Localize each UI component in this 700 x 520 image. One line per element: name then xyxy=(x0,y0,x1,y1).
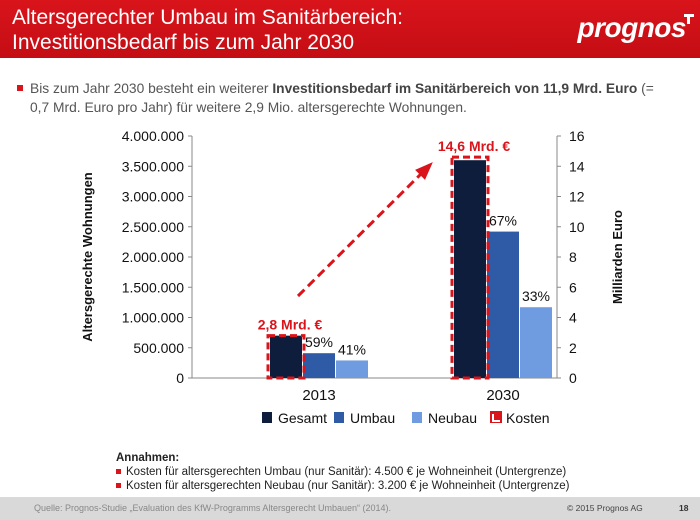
y-tick-label-right: 14 xyxy=(569,158,585,174)
y-axis-title-right: Milliarden Euro xyxy=(610,210,625,304)
y-tick-label-right: 2 xyxy=(569,340,577,356)
footer-copyright: © 2015 Prognos AG xyxy=(567,503,643,513)
bar-gesamt xyxy=(270,335,302,378)
intro-text-1: Bis zum Jahr 2030 besteht ein weiterer xyxy=(30,81,273,96)
bullet-icon xyxy=(17,85,23,91)
percent-label: 59% xyxy=(305,334,333,350)
x-tick-label: 2013 xyxy=(302,387,335,404)
y-tick-label-left: 2.500.000 xyxy=(122,219,184,235)
legend-swatch-umbau xyxy=(334,412,344,423)
y-tick-label-right: 12 xyxy=(569,189,585,205)
legend-swatch-gesamt xyxy=(262,412,272,423)
assumption-text: Kosten für altersgerechten Neubau (nur S… xyxy=(126,480,570,492)
percent-label: 41% xyxy=(338,341,366,357)
y-tick-label-left: 0 xyxy=(176,370,184,386)
bullet-icon xyxy=(116,469,121,474)
y-axis-title-left: Altersgerechte Wohnungen xyxy=(80,172,95,342)
intro-paragraph: Bis zum Jahr 2030 besteht ein weiterer I… xyxy=(17,79,670,117)
legend-label: Neubau xyxy=(428,410,477,426)
page-number: 18 xyxy=(679,503,689,513)
y-tick-label-left: 3.500.000 xyxy=(122,158,184,174)
y-tick-label-left: 500.000 xyxy=(133,340,184,356)
assumption-item: Kosten für altersgerechten Neubau (nur S… xyxy=(116,479,569,493)
legend-label: Umbau xyxy=(350,410,395,426)
title-line-1: Altersgerechter Umbau im Sanitärbereich: xyxy=(12,6,404,29)
prognos-logo: prognos xyxy=(577,12,687,43)
y-tick-label-right: 4 xyxy=(569,310,577,326)
assumption-text: Kosten für altersgerechten Umbau (nur Sa… xyxy=(126,466,567,478)
header-bar: Altersgerechter Umbau im Sanitärbereich:… xyxy=(0,0,700,58)
assumptions-box: Annahmen: Kosten für altersgerechten Umb… xyxy=(116,451,569,493)
y-tick-label-left: 1.500.000 xyxy=(122,279,184,295)
bar-umbau xyxy=(303,353,335,378)
footer-bar xyxy=(0,497,700,520)
percent-label: 33% xyxy=(522,288,550,304)
intro-text-bold: Investitionsbedarf im Sanitärbereich von… xyxy=(272,81,638,96)
trend-arrow-line xyxy=(296,163,432,298)
y-tick-label-right: 0 xyxy=(569,370,577,386)
y-tick-label-left: 3.000.000 xyxy=(122,189,184,205)
trend-arrow-head-icon xyxy=(415,162,433,180)
assumption-item: Kosten für altersgerechten Umbau (nur Sa… xyxy=(116,465,569,479)
footer-source: Quelle: Prognos-Studie „Evaluation des K… xyxy=(34,503,391,513)
assumptions-title: Annahmen: xyxy=(116,452,180,464)
bullet-icon xyxy=(116,483,121,488)
page-title: Altersgerechter Umbau im Sanitärbereich:… xyxy=(12,5,403,55)
bar-neubau xyxy=(336,360,368,378)
title-line-2: Investitionsbedarf bis zum Jahr 2030 xyxy=(12,31,355,54)
cost-label: 2,8 Mrd. € xyxy=(258,317,323,333)
legend-label: Gesamt xyxy=(278,410,327,426)
legend-kosten-mark-icon xyxy=(492,414,500,422)
x-tick-label: 2030 xyxy=(486,387,519,404)
y-tick-label-left: 1.000.000 xyxy=(122,310,184,326)
cost-marker xyxy=(450,155,490,380)
y-tick-label-left: 2.000.000 xyxy=(122,249,184,265)
y-tick-label-right: 6 xyxy=(569,279,577,295)
intro-text-2: (= 0,7 Mrd. Euro pro Jahr) für weitere 2… xyxy=(30,81,654,115)
cost-marker xyxy=(266,334,306,380)
logo-mark-icon xyxy=(684,14,694,24)
cost-label: 14,6 Mrd. € xyxy=(438,138,511,154)
percent-label: 67% xyxy=(489,213,517,229)
legend-label: Kosten xyxy=(506,410,550,426)
y-tick-label-left: 4.000.000 xyxy=(122,128,184,144)
investment-chart: 0 500.000 1.000.000 1.500.000 2.000.000 2.500… xyxy=(80,128,625,426)
y-tick-label-right: 8 xyxy=(569,249,577,265)
legend-swatch-neubau xyxy=(412,412,422,423)
y-tick-label-right: 10 xyxy=(569,219,585,235)
bar-umbau xyxy=(487,231,519,378)
y-tick-label-right: 16 xyxy=(569,128,585,144)
bar-gesamt xyxy=(454,160,486,378)
bar-neubau xyxy=(520,307,552,378)
